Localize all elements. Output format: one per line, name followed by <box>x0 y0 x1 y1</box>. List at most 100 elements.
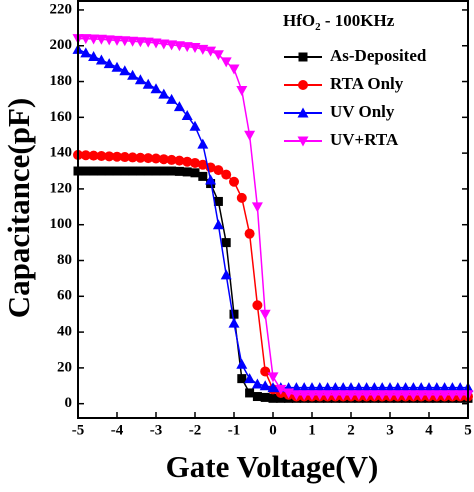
marker <box>189 120 201 131</box>
marker <box>407 390 419 401</box>
x-tick-label: 3 <box>386 422 394 438</box>
marker <box>89 166 99 176</box>
marker <box>134 74 146 85</box>
marker <box>423 390 435 401</box>
y-tick-label: 120 <box>50 180 73 196</box>
marker <box>290 390 302 401</box>
marker <box>166 40 178 51</box>
marker <box>368 390 380 401</box>
marker <box>306 382 318 393</box>
marker <box>112 151 122 162</box>
y-tick-label: 140 <box>50 145 73 161</box>
marker <box>198 171 208 181</box>
series-line <box>78 37 468 396</box>
marker <box>167 166 177 176</box>
marker <box>104 166 114 176</box>
marker <box>166 93 178 104</box>
y-tick-label: 100 <box>50 216 73 232</box>
x-tick-label: 2 <box>347 422 355 438</box>
marker <box>80 150 91 161</box>
legend-title-text: - 100KHz <box>321 11 395 30</box>
marker <box>104 151 115 162</box>
marker <box>181 42 193 53</box>
marker <box>297 136 309 147</box>
marker <box>220 269 232 280</box>
marker <box>353 382 365 393</box>
marker <box>135 166 145 176</box>
marker <box>220 57 232 68</box>
marker <box>329 382 341 393</box>
marker <box>252 392 262 402</box>
legend-title: HfO2 - 100KHz <box>283 11 395 33</box>
marker <box>88 50 100 61</box>
marker <box>431 382 443 393</box>
marker <box>158 88 170 99</box>
marker <box>276 393 286 403</box>
marker <box>190 157 200 168</box>
x-tick-label: -3 <box>150 422 163 438</box>
y-tick-label: 220 <box>50 1 73 17</box>
y-tick-label: 0 <box>65 395 73 411</box>
marker <box>267 382 279 393</box>
series-line <box>78 170 468 400</box>
x-tick-label: -2 <box>189 422 202 438</box>
marker <box>142 78 154 89</box>
series-line <box>77 48 468 389</box>
marker <box>103 58 115 69</box>
marker <box>127 69 139 80</box>
marker <box>251 202 263 213</box>
marker <box>384 382 396 393</box>
marker <box>259 380 271 391</box>
legend-label: As-Deposited <box>330 46 427 65</box>
marker <box>112 166 122 176</box>
marker <box>376 390 388 401</box>
marker <box>368 382 380 393</box>
marker <box>127 152 138 163</box>
x-tick-label: 5 <box>464 422 472 438</box>
marker <box>80 47 92 58</box>
y-tick-label: 160 <box>50 109 73 125</box>
marker <box>237 374 247 384</box>
marker <box>322 390 334 401</box>
marker <box>236 358 248 369</box>
marker <box>454 390 466 401</box>
plot-area <box>72 34 474 403</box>
marker <box>158 39 170 50</box>
marker <box>267 372 279 383</box>
marker <box>111 61 123 72</box>
marker <box>150 83 162 94</box>
marker <box>298 52 308 62</box>
marker <box>182 167 192 177</box>
marker <box>353 390 365 401</box>
legend-label: RTA Only <box>330 74 404 93</box>
marker <box>275 384 287 395</box>
marker <box>400 390 412 401</box>
y-tick-label: 80 <box>57 252 72 268</box>
x-tick-label: -1 <box>228 422 241 438</box>
marker <box>337 382 349 393</box>
marker <box>182 156 193 167</box>
marker <box>252 300 263 311</box>
x-axis-label: Gate Voltage(V) <box>166 449 379 484</box>
marker <box>159 166 169 176</box>
marker <box>190 168 200 178</box>
marker <box>229 309 239 319</box>
marker <box>127 36 139 47</box>
marker <box>212 219 224 230</box>
marker <box>128 166 138 176</box>
marker <box>361 390 373 401</box>
marker <box>158 154 169 165</box>
plot-frame <box>77 0 469 419</box>
marker <box>213 196 223 206</box>
marker <box>329 390 341 401</box>
x-tick-label: 0 <box>269 422 277 438</box>
marker <box>95 34 107 45</box>
marker <box>298 390 310 401</box>
marker <box>454 382 466 393</box>
marker <box>174 155 185 166</box>
marker <box>298 80 308 90</box>
marker <box>88 150 99 161</box>
marker <box>151 153 161 164</box>
marker <box>221 238 231 248</box>
legend-label: UV+RTA <box>330 130 399 149</box>
